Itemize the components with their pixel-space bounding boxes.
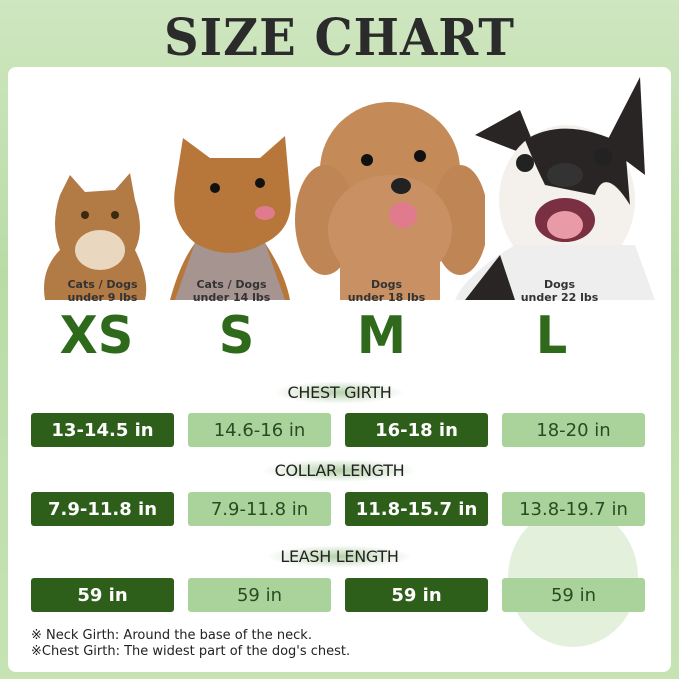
chest-l: 18-20 in <box>502 413 645 447</box>
collar-m: 11.8-15.7 in <box>345 492 488 526</box>
leash-l: 59 in <box>502 578 645 612</box>
boston-terrier-photo <box>455 77 655 300</box>
size-label-m: M <box>356 306 407 366</box>
size-label-s: S <box>218 306 255 366</box>
leash-xs: 59 in <box>31 578 174 612</box>
size-m-caption: Dogs under 18 lbs <box>315 278 458 304</box>
yorkie-photo <box>170 136 291 300</box>
leash-length-header: LEASH LENGTH <box>0 545 679 568</box>
cat-photo <box>44 173 147 300</box>
caption-line: Dogs <box>543 278 576 291</box>
caption-line: under 9 lbs <box>67 291 138 304</box>
collar-s: 7.9-11.8 in <box>188 492 331 526</box>
paw-watermark-icon <box>508 507 638 647</box>
caption-line: under 22 lbs <box>520 291 599 304</box>
poodle-photo <box>295 102 485 300</box>
caption-line: Cats / Dogs <box>196 278 267 291</box>
collar-l: 13.8-19.7 in <box>502 492 645 526</box>
caption-line: under 14 lbs <box>192 291 271 304</box>
chest-m: 16-18 in <box>345 413 488 447</box>
page-title: SIZE CHART <box>163 8 515 68</box>
size-xs-caption: Cats / Dogs under 9 lbs <box>31 278 174 304</box>
chest-girth-header: CHEST GIRTH <box>0 381 679 404</box>
section-title: CHEST GIRTH <box>273 381 406 404</box>
size-l-caption: Dogs under 22 lbs <box>488 278 631 304</box>
note-chest-girth: ※Chest Girth: The widest part of the dog… <box>31 644 351 659</box>
collar-length-header: COLLAR LENGTH <box>0 459 679 482</box>
section-title: COLLAR LENGTH <box>260 459 419 482</box>
collar-xs: 7.9-11.8 in <box>31 492 174 526</box>
chest-xs: 13-14.5 in <box>31 413 174 447</box>
caption-line: under 18 lbs <box>347 291 426 304</box>
note-neck-girth: ※ Neck Girth: Around the base of the nec… <box>31 628 312 643</box>
caption-line: Cats / Dogs <box>67 278 138 291</box>
size-label-xs: XS <box>59 306 134 366</box>
size-s-caption: Cats / Dogs under 14 lbs <box>160 278 303 304</box>
chest-s: 14.6-16 in <box>188 413 331 447</box>
size-label-l: L <box>535 306 568 366</box>
caption-line: Dogs <box>370 278 403 291</box>
leash-s: 59 in <box>188 578 331 612</box>
leash-m: 59 in <box>345 578 488 612</box>
section-title: LEASH LENGTH <box>266 545 413 568</box>
